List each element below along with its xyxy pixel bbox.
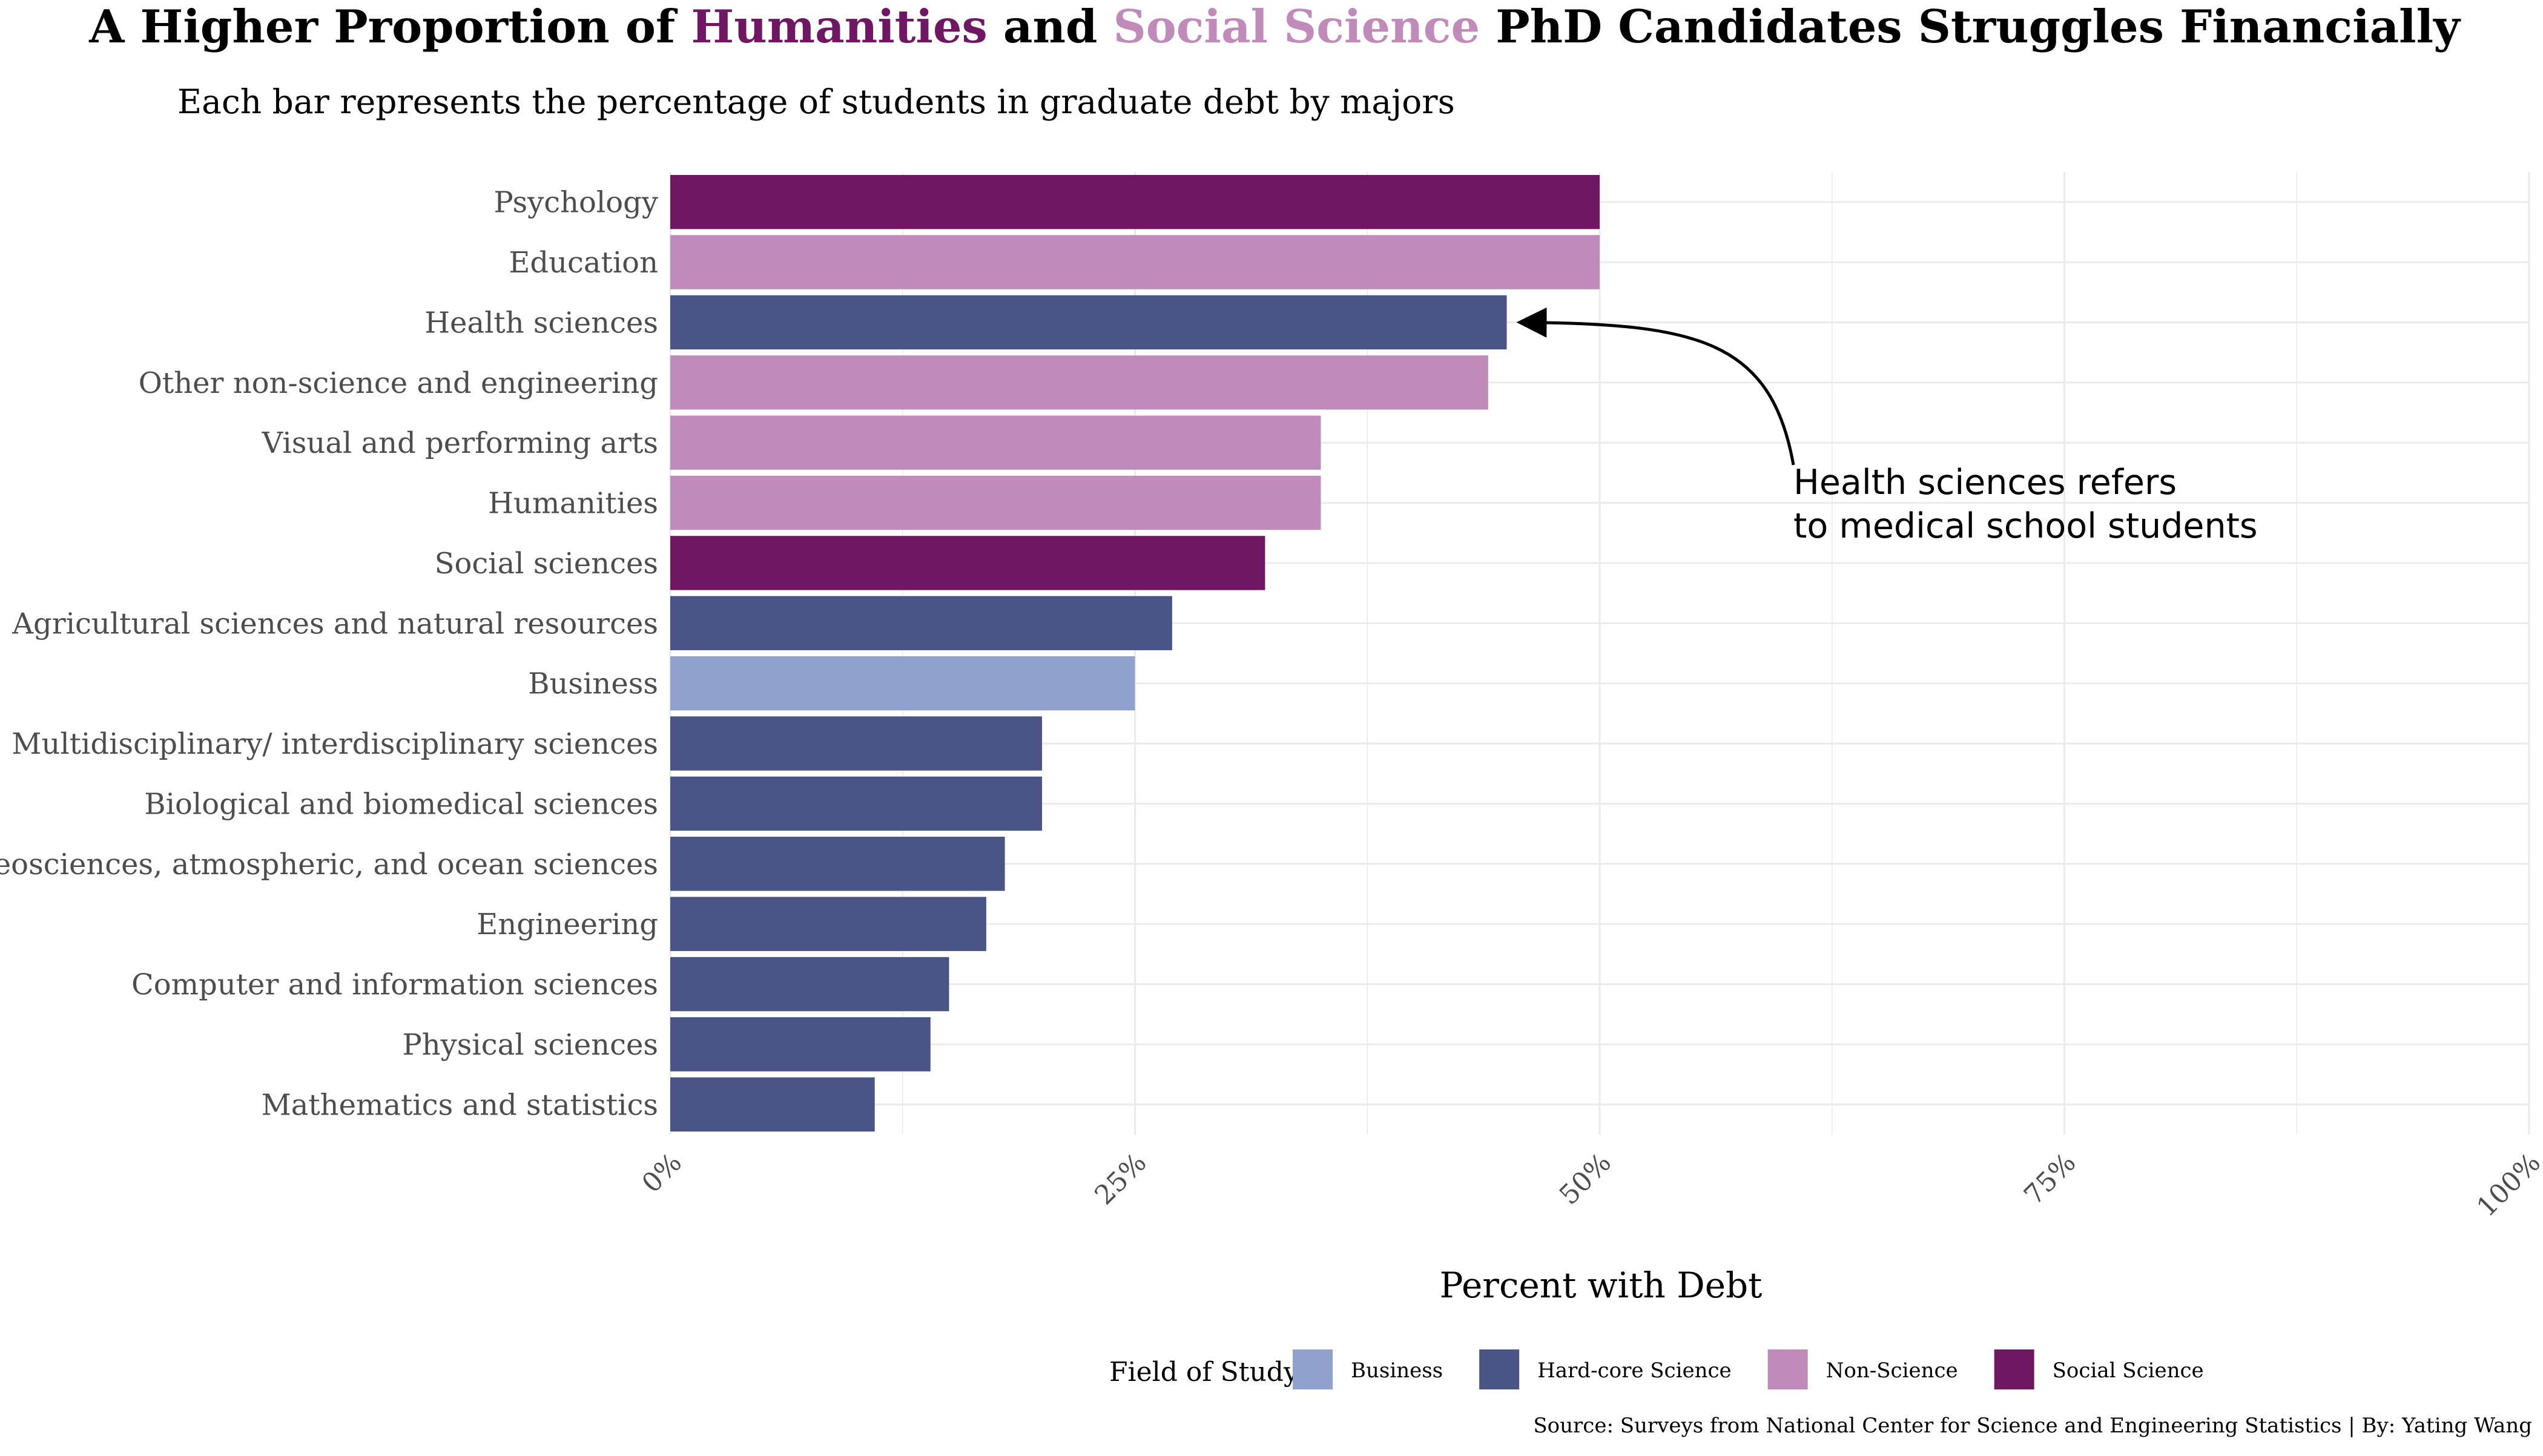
bar <box>670 837 1005 891</box>
title-suffix: PhD Candidates Struggles Financially <box>1480 0 2461 53</box>
annotation-line-2: to medical school students <box>1793 506 2258 546</box>
category-label: Physical sciences <box>402 1028 658 1062</box>
legend-label: Hard-core Science <box>1537 1359 1732 1383</box>
legend-swatch <box>1479 1349 1520 1389</box>
category-label: Business <box>528 667 658 701</box>
bar <box>670 1077 875 1132</box>
annotation-arrow <box>1516 307 1795 466</box>
bar <box>670 957 949 1012</box>
bar <box>670 656 1135 711</box>
category-label: Other non-science and engineering <box>139 366 658 400</box>
legend: Field of Study Business Hard-core Science N… <box>1109 1349 2204 1389</box>
title-highlight-humanities: Humanities <box>691 0 987 53</box>
legend-swatch <box>1293 1349 1333 1389</box>
category-label: Biological and biomedical sciences <box>144 787 658 821</box>
category-label: Education <box>509 246 658 280</box>
legend-swatch <box>1994 1349 2034 1389</box>
category-label: Social sciences <box>435 547 658 581</box>
bar <box>670 716 1042 771</box>
category-label: Engineering <box>477 908 658 941</box>
bar <box>670 235 1600 289</box>
title-middle: and <box>988 0 1113 53</box>
chart-subtitle: Each bar represents the percentage of st… <box>177 82 1455 121</box>
category-label: Computer and information sciences <box>131 968 658 1002</box>
bars-layer <box>670 174 1600 1132</box>
bar <box>670 415 1321 470</box>
bar <box>670 1017 931 1072</box>
category-label: Mathematics and statistics <box>262 1088 658 1122</box>
category-label: Psychology <box>493 186 658 220</box>
category-label: Visual and performing arts <box>262 426 658 460</box>
annotation-line-1: Health sciences refers <box>1793 463 2177 502</box>
bar <box>670 174 1600 229</box>
category-labels: Psychology Education Health sciences Other … <box>0 186 658 1122</box>
title-prefix: A Higher Proportion of <box>88 0 691 53</box>
category-label: Health sciences <box>424 306 658 340</box>
bar <box>670 776 1042 831</box>
bar <box>670 475 1321 530</box>
bar <box>670 295 1507 350</box>
legend-label: Non-Science <box>1826 1359 1958 1383</box>
x-axis-title: Percent with Debt <box>1440 1265 1763 1306</box>
chart-title: A Higher Proportion of Humanities and So… <box>88 0 2461 53</box>
legend-swatch <box>1767 1349 1808 1389</box>
legend-title: Field of Study <box>1109 1357 1299 1388</box>
category-label: Multidisciplinary/ interdisciplinary sci… <box>12 727 658 761</box>
legend-label: Business <box>1351 1359 1443 1383</box>
bar <box>670 355 1488 410</box>
category-label: Humanities <box>488 487 658 521</box>
bar <box>670 897 986 951</box>
legend-label: Social Science <box>2053 1359 2204 1383</box>
category-label: Geosciences, atmospheric, and ocean scie… <box>0 848 658 881</box>
annotation: Health sciences refers to medical school… <box>1516 307 2258 546</box>
category-label: Agricultural sciences and natural resour… <box>12 607 658 641</box>
source-caption: Source: Surveys from National Center for… <box>1533 1414 2532 1438</box>
bar <box>670 536 1265 590</box>
bar <box>670 596 1172 651</box>
title-highlight-social-science: Social Science <box>1113 0 1480 53</box>
